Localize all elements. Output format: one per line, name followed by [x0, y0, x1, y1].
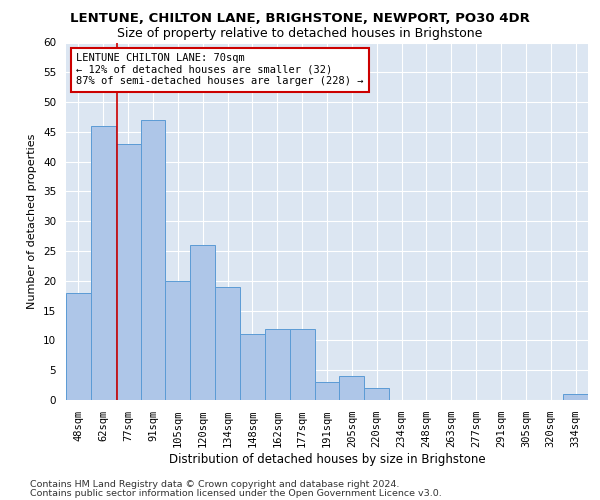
Bar: [563, 394, 588, 400]
Bar: [265, 328, 290, 400]
Bar: [314, 382, 340, 400]
Bar: [116, 144, 140, 400]
Text: Contains HM Land Registry data © Crown copyright and database right 2024.: Contains HM Land Registry data © Crown c…: [30, 480, 400, 489]
Bar: [91, 126, 116, 400]
Text: Size of property relative to detached houses in Brighstone: Size of property relative to detached ho…: [118, 28, 482, 40]
Bar: [340, 376, 364, 400]
Text: LENTUNE CHILTON LANE: 70sqm
← 12% of detached houses are smaller (32)
87% of sem: LENTUNE CHILTON LANE: 70sqm ← 12% of det…: [76, 53, 364, 86]
Bar: [290, 328, 314, 400]
X-axis label: Distribution of detached houses by size in Brighstone: Distribution of detached houses by size …: [169, 453, 485, 466]
Text: LENTUNE, CHILTON LANE, BRIGHSTONE, NEWPORT, PO30 4DR: LENTUNE, CHILTON LANE, BRIGHSTONE, NEWPO…: [70, 12, 530, 26]
Bar: [215, 287, 240, 400]
Bar: [140, 120, 166, 400]
Bar: [166, 281, 190, 400]
Y-axis label: Number of detached properties: Number of detached properties: [28, 134, 37, 309]
Bar: [66, 293, 91, 400]
Text: Contains public sector information licensed under the Open Government Licence v3: Contains public sector information licen…: [30, 489, 442, 498]
Bar: [190, 245, 215, 400]
Bar: [240, 334, 265, 400]
Bar: [364, 388, 389, 400]
